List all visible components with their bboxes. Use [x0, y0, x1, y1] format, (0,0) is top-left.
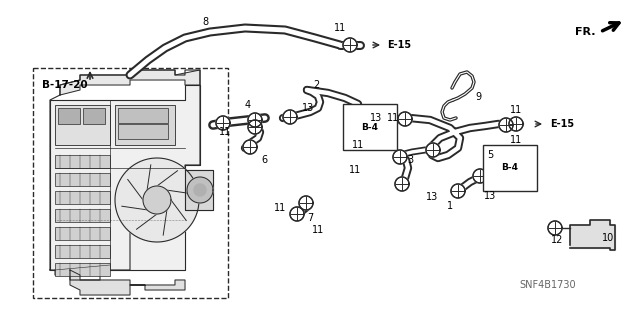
Polygon shape [473, 169, 487, 183]
Polygon shape [395, 177, 409, 191]
Polygon shape [50, 85, 200, 270]
Polygon shape [426, 143, 440, 157]
Text: 9: 9 [475, 92, 481, 102]
Text: 11: 11 [312, 225, 324, 235]
Bar [58, 108, 80, 124]
Text: 6: 6 [261, 155, 267, 165]
Polygon shape [398, 112, 412, 126]
Text: 13: 13 [484, 191, 496, 201]
Text: 2: 2 [313, 80, 319, 90]
Text: 11: 11 [510, 135, 522, 145]
Text: 11: 11 [274, 203, 286, 213]
Bar [115, 105, 175, 145]
Bar [55, 263, 110, 276]
Text: 13: 13 [302, 103, 314, 113]
Bar [83, 108, 105, 124]
Bar [55, 245, 110, 258]
Polygon shape [70, 270, 185, 295]
Text: 11: 11 [387, 113, 399, 123]
Text: 13: 13 [426, 192, 438, 202]
Polygon shape [143, 186, 171, 214]
Bar [55, 209, 110, 222]
Polygon shape [509, 117, 523, 131]
Text: 7: 7 [307, 213, 313, 223]
Polygon shape [290, 207, 304, 221]
Text: 11: 11 [334, 23, 346, 33]
Polygon shape [499, 118, 513, 132]
Polygon shape [393, 150, 407, 164]
Polygon shape [570, 220, 615, 250]
Bar [55, 191, 110, 204]
Polygon shape [548, 221, 562, 235]
Bar [55, 155, 110, 168]
Text: 11: 11 [352, 140, 364, 150]
Bar [33, 68, 228, 298]
Text: E-15: E-15 [387, 40, 411, 50]
Text: 10: 10 [602, 233, 614, 243]
Polygon shape [187, 177, 213, 203]
Text: 13: 13 [370, 113, 382, 123]
Polygon shape [283, 110, 297, 124]
Bar [55, 105, 110, 145]
Polygon shape [248, 120, 262, 134]
Bar [118, 108, 168, 123]
Polygon shape [185, 170, 213, 210]
Polygon shape [299, 196, 313, 210]
Text: 12: 12 [551, 235, 563, 245]
Text: 1: 1 [447, 201, 453, 211]
Bar [55, 173, 110, 186]
Text: E-15: E-15 [550, 119, 574, 129]
Text: FR.: FR. [575, 27, 596, 37]
Polygon shape [248, 113, 262, 127]
Bar [118, 124, 168, 139]
Polygon shape [346, 113, 360, 127]
Polygon shape [194, 184, 206, 196]
Text: 5: 5 [487, 150, 493, 160]
Polygon shape [216, 116, 230, 130]
Bar [55, 227, 110, 240]
Text: B-17-20: B-17-20 [42, 80, 88, 90]
Text: 3: 3 [407, 155, 413, 165]
Polygon shape [60, 70, 200, 95]
Text: 11: 11 [510, 105, 522, 115]
Text: SNF4B1730: SNF4B1730 [520, 280, 576, 290]
Text: B-4: B-4 [362, 122, 378, 131]
Text: 8: 8 [202, 17, 208, 27]
Text: B-4: B-4 [502, 164, 518, 173]
Polygon shape [451, 184, 465, 198]
Text: 11: 11 [349, 165, 361, 175]
Polygon shape [115, 158, 199, 242]
Text: 11: 11 [219, 127, 231, 137]
Polygon shape [243, 140, 257, 154]
Text: 4: 4 [245, 100, 251, 110]
Polygon shape [343, 38, 357, 52]
